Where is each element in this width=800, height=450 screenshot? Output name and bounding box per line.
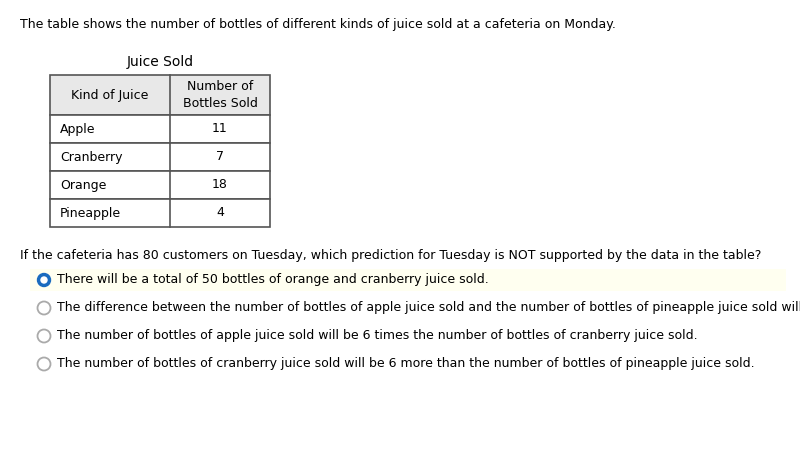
Text: Juice Sold: Juice Sold — [126, 55, 194, 69]
Text: If the cafeteria has 80 customers on Tuesday, which prediction for Tuesday is NO: If the cafeteria has 80 customers on Tue… — [20, 249, 762, 262]
Text: Number of
Bottles Sold: Number of Bottles Sold — [182, 80, 258, 110]
Text: Apple: Apple — [60, 122, 95, 135]
Text: Kind of Juice: Kind of Juice — [71, 89, 149, 102]
Circle shape — [38, 274, 50, 287]
Text: 7: 7 — [216, 150, 224, 163]
Circle shape — [41, 277, 47, 283]
Text: Cranberry: Cranberry — [60, 150, 122, 163]
Bar — [50, 199, 270, 227]
Text: 18: 18 — [212, 179, 228, 192]
Text: Pineapple: Pineapple — [60, 207, 121, 220]
Text: There will be a total of 50 bottles of orange and cranberry juice sold.: There will be a total of 50 bottles of o… — [57, 274, 489, 287]
Bar — [50, 143, 270, 171]
Bar — [50, 171, 270, 199]
Bar — [50, 75, 270, 115]
Text: 11: 11 — [212, 122, 228, 135]
Text: 4: 4 — [216, 207, 224, 220]
Text: Orange: Orange — [60, 179, 106, 192]
Text: The number of bottles of apple juice sold will be 6 times the number of bottles : The number of bottles of apple juice sol… — [57, 329, 698, 342]
Text: The table shows the number of bottles of different kinds of juice sold at a cafe: The table shows the number of bottles of… — [20, 18, 616, 31]
Text: The number of bottles of cranberry juice sold will be 6 more than the number of : The number of bottles of cranberry juice… — [57, 357, 754, 370]
Bar — [50, 115, 270, 143]
Text: The difference between the number of bottles of apple juice sold and the number : The difference between the number of bot… — [57, 302, 800, 315]
Bar — [30, 269, 786, 291]
